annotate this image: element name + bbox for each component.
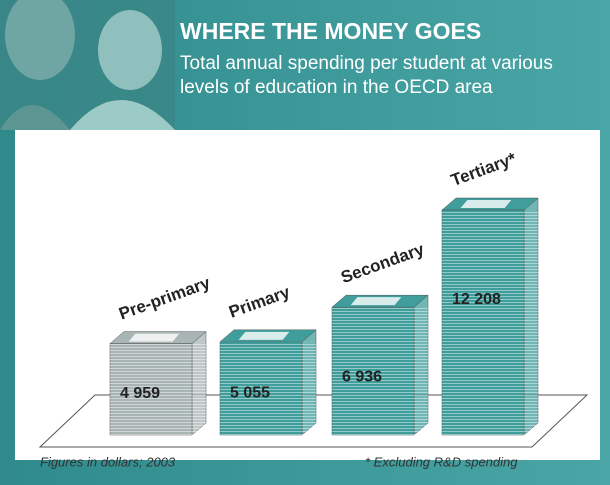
bill bbox=[129, 334, 180, 342]
chart: WHERE THE MONEY GOES Total annual spendi… bbox=[0, 0, 610, 485]
value-label: 4 959 bbox=[120, 385, 160, 402]
bar-stripes bbox=[442, 210, 538, 435]
value-label: 5 055 bbox=[230, 384, 270, 401]
subtitle: Total annual spending per student at var… bbox=[180, 52, 605, 100]
note: Figures in dollars; 2003 bbox=[40, 454, 176, 469]
value-label: 12 208 bbox=[452, 291, 501, 308]
photo bbox=[0, 0, 175, 130]
value-label: 6 936 bbox=[342, 369, 382, 386]
title: WHERE THE MONEY GOES bbox=[180, 18, 481, 44]
bill bbox=[461, 200, 512, 208]
bill bbox=[351, 297, 402, 305]
footnote: * Excluding R&D spending bbox=[365, 454, 518, 469]
bill bbox=[239, 332, 290, 340]
subtitle-box: Total annual spending per student at var… bbox=[180, 52, 605, 112]
